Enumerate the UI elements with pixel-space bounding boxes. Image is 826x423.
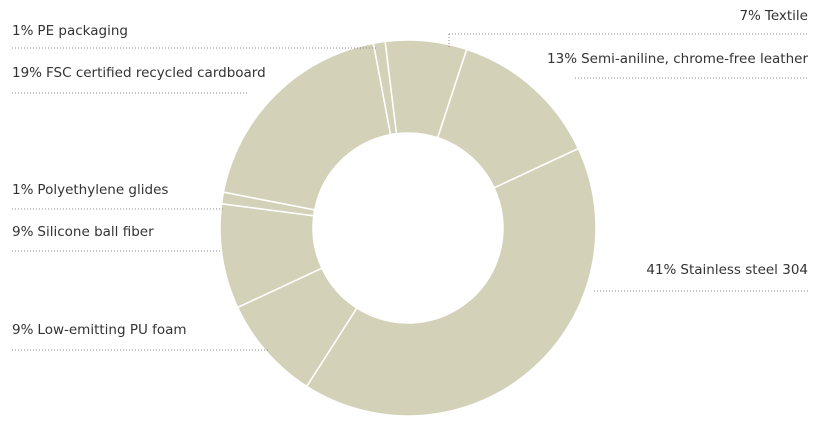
slice-label: 41% Stainless steel 304 (646, 262, 808, 278)
slice-label: 9% Low-emitting PU foam (12, 322, 187, 338)
value-label: 1% (12, 23, 34, 39)
value-label: 41% (646, 262, 676, 278)
value-label: 13% (547, 51, 577, 67)
slice-label: 1% PE packaging (12, 23, 128, 39)
category-label: Silicone ball fiber (37, 224, 154, 240)
slice (372, 40, 398, 136)
category-label: Polyethylene glides (37, 182, 168, 198)
value-label: 7% (739, 8, 761, 24)
slice-label: 13% Semi-aniline, chrome-free leather (547, 51, 808, 67)
slice (222, 42, 392, 211)
slice-label: 19% FSC certified recycled cardboard (12, 65, 266, 81)
slice-label: 7% Textile (739, 8, 808, 24)
value-label: 1% (12, 182, 34, 198)
value-label: 9% (12, 322, 34, 338)
category-label: Stainless steel 304 (680, 262, 808, 278)
value-label: 19% (12, 65, 42, 81)
category-label: Semi-aniline, chrome-free leather (581, 51, 808, 67)
category-label: Low-emitting PU foam (37, 322, 186, 338)
category-label: Textile (764, 8, 808, 24)
category-label: FSC certified recycled cardboard (46, 65, 266, 81)
value-label: 9% (12, 224, 34, 240)
category-label: PE packaging (37, 23, 128, 39)
slice-label: 1% Polyethylene glides (12, 182, 168, 198)
slice-label: 9% Silicone ball fiber (12, 224, 154, 240)
slice (305, 147, 597, 417)
